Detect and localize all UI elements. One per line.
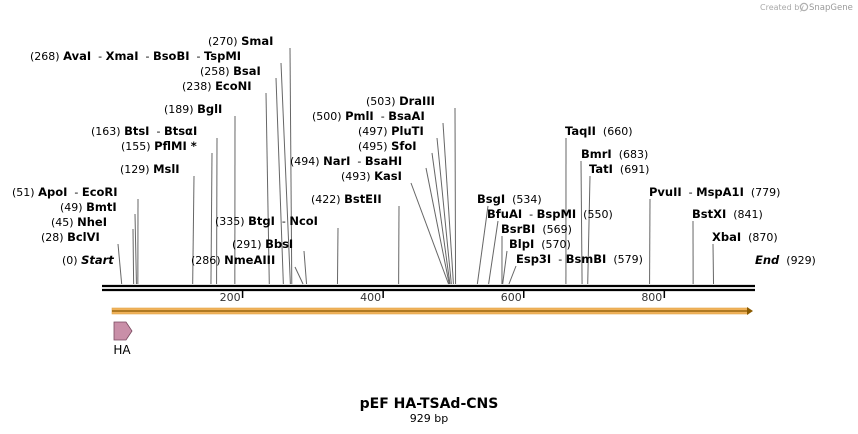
credit-prefix: Created by [760, 3, 804, 12]
site-leader-msli [192, 175, 195, 285]
site-leader-smai [289, 47, 293, 285]
site-leader-draiii [454, 107, 457, 285]
site-label-start: (0) Start [62, 253, 114, 267]
site-label-pflmi: (155) PflMI * [121, 139, 197, 153]
plasmid-length: 929 bp [410, 412, 448, 425]
feature-label-ha: HA [113, 343, 131, 357]
site-label-avai: (268) AvaI - XmaI - BsoBI - TspMI [30, 49, 241, 63]
site-leader-blpi [502, 250, 508, 285]
site-leader-econi [265, 92, 270, 285]
tick-label-800: 800 [641, 291, 662, 304]
site-leader-sfoi [431, 152, 451, 285]
site-leader-bclvi [117, 243, 123, 285]
site-leader-bmri [580, 160, 583, 285]
site-label-bsgi: BsgI (534) [477, 192, 542, 206]
site-label-bmti: (49) BmtI [60, 200, 117, 214]
feature-arrow-ha[interactable] [113, 321, 133, 341]
site-label-nhei: (45) NheI [51, 215, 107, 229]
site-label-bmri: BmrI (683) [581, 147, 648, 161]
ruler-ticks: 200 400 600 800 [220, 291, 666, 304]
site-label-kasi: (493) KasI [341, 169, 402, 183]
site-label-bbsi: (291) BbsI [232, 237, 293, 251]
site-label-btsi: (163) BtsI - BtsαI [91, 124, 197, 138]
site-label-taqii: TaqII (660) [565, 124, 633, 138]
site-leader-bsgi [476, 205, 489, 285]
site-label-msli: (129) MslI [120, 162, 180, 176]
site-leader-pmli [442, 122, 454, 285]
site-label-tati: TatI (691) [589, 162, 649, 176]
site-label-nari: (494) NarI - BsaHI [290, 154, 402, 168]
site-label-econi: (238) EcoNI [182, 79, 252, 93]
feature-ha[interactable]: HA [113, 321, 133, 357]
site-label-bclvi: (28) BclVI [41, 230, 100, 244]
site-label-sfoi: (495) SfoI [358, 139, 417, 153]
snapgene-credit: Created by SnapGene [760, 2, 853, 13]
orf-arrowhead [747, 307, 753, 315]
restriction-site-labels: (0) Start (28) BclVI(45) NheI(49) BmtI(51… [12, 34, 816, 267]
site-label-bsteii: (422) BstEII [311, 192, 382, 206]
site-label-end: End (929) [755, 253, 816, 267]
features: HA [113, 321, 133, 357]
site-label-pvuii: PvuII - MspA1I (779) [649, 185, 780, 199]
site-leader-lines [117, 47, 715, 285]
site-leader-esp3i [508, 265, 517, 285]
site-label-bstxi: BstXI (841) [692, 207, 763, 221]
site-leader-xbai [712, 243, 715, 285]
site-label-pluti: (497) PluTI [358, 124, 424, 138]
site-leader-btgi [336, 227, 339, 285]
tick-label-600: 600 [501, 291, 522, 304]
site-leader-nhei [132, 228, 135, 285]
credit-brand: SnapGene [809, 3, 853, 13]
snapgene-logo-icon [799, 2, 809, 12]
site-label-blpi: BlpI (570) [509, 237, 571, 251]
tick-label-400: 400 [360, 291, 381, 304]
site-leader-bsai [275, 77, 284, 285]
site-label-bgli: (189) BglI [164, 102, 222, 116]
site-leader-nmeaiii [294, 266, 304, 285]
site-label-bfuai: BfuAI - BspMI (550) [487, 207, 613, 221]
site-label-esp3i: Esp3I - BsmBI (579) [516, 252, 643, 266]
site-label-pmli: (500) PmlI - BsaAI [312, 109, 425, 123]
dna-backbone [102, 284, 755, 292]
site-leader-tati [587, 175, 591, 285]
site-label-smai: (270) SmaI [208, 34, 273, 48]
site-leader-bbsi [303, 250, 308, 285]
site-label-nmeaiii: (286) NmeAIII [191, 253, 275, 267]
tick-label-200: 200 [220, 291, 241, 304]
plasmid-name: pEF HA-TSAd-CNS [360, 396, 499, 412]
site-label-btgi: (335) BtgI - NcoI [215, 214, 318, 228]
site-leader-pflmi [210, 152, 213, 285]
site-label-xbai: XbaI (870) [712, 230, 778, 244]
site-leader-kasi [410, 182, 450, 285]
site-label-apoi: (51) ApoI - EcoRI [12, 185, 118, 199]
site-label-bsrbi: BsrBI (569) [501, 222, 572, 236]
site-leader-bfuai [488, 220, 499, 285]
site-label-draiii: (503) DraIII [366, 94, 435, 108]
site-leader-avai [280, 62, 291, 285]
site-leader-pluti [436, 137, 452, 285]
site-leader-bmti [134, 213, 137, 285]
orf-arrow [111, 307, 753, 315]
site-label-bsai: (258) BsaI [200, 64, 261, 78]
site-leader-nari [425, 167, 450, 285]
